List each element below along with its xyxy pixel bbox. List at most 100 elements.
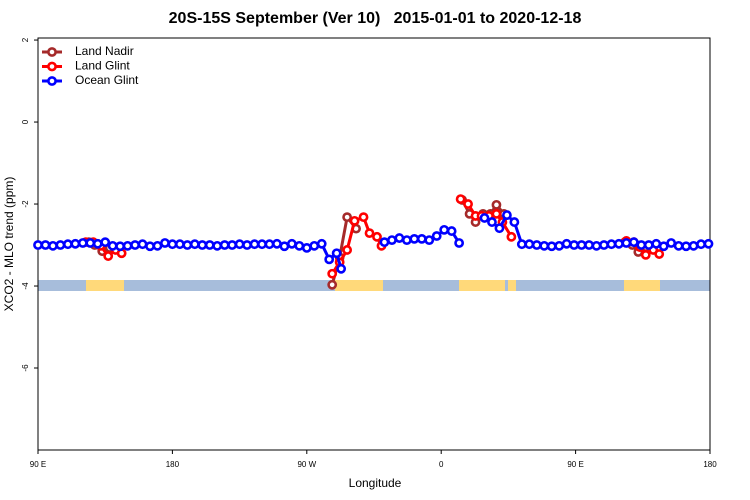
data-point bbox=[681, 241, 692, 252]
data-point bbox=[349, 215, 360, 226]
data-point bbox=[152, 240, 163, 251]
data-point bbox=[48, 240, 58, 251]
data-point bbox=[576, 240, 587, 250]
data-point bbox=[696, 239, 706, 250]
data-point bbox=[212, 240, 223, 251]
data-point bbox=[531, 240, 542, 250]
data-point bbox=[703, 238, 714, 249]
legend-label: Land Glint bbox=[75, 59, 130, 73]
data-point bbox=[107, 240, 118, 251]
data-point bbox=[219, 240, 230, 250]
data-point bbox=[301, 242, 312, 253]
data-point bbox=[394, 233, 405, 243]
data-point bbox=[100, 237, 111, 248]
data-point bbox=[174, 239, 185, 250]
legend-marker bbox=[47, 76, 57, 86]
legend-marker bbox=[47, 61, 57, 72]
data-point bbox=[387, 235, 397, 246]
land-band bbox=[508, 280, 516, 291]
data-point bbox=[502, 210, 512, 220]
data-point bbox=[257, 239, 267, 250]
data-point bbox=[358, 212, 369, 223]
data-point bbox=[92, 238, 103, 249]
data-point bbox=[122, 240, 133, 251]
data-point bbox=[643, 240, 654, 250]
data-point bbox=[327, 279, 338, 290]
land-band bbox=[624, 280, 660, 291]
data-point bbox=[327, 268, 338, 279]
data-point bbox=[446, 226, 457, 236]
data-point bbox=[479, 213, 490, 223]
data-point bbox=[279, 241, 290, 252]
data-point bbox=[364, 228, 375, 239]
data-point bbox=[409, 233, 420, 244]
data-point bbox=[227, 240, 238, 250]
data-point bbox=[115, 241, 126, 252]
data-point bbox=[55, 240, 66, 250]
legend-label: Ocean Glint bbox=[75, 73, 139, 87]
data-point bbox=[584, 240, 594, 250]
data-point bbox=[654, 249, 665, 259]
data-point bbox=[85, 238, 96, 248]
data-point bbox=[401, 235, 412, 246]
surface-mask bbox=[38, 280, 710, 291]
data-point bbox=[309, 240, 320, 251]
data-point bbox=[272, 238, 282, 249]
data-point bbox=[606, 239, 617, 250]
data-point bbox=[658, 241, 669, 252]
data-point bbox=[673, 240, 684, 251]
chart-title: 20S-15S September (Ver 10) 2015-01-01 to… bbox=[169, 10, 582, 27]
data-point bbox=[70, 238, 81, 249]
data-point bbox=[234, 239, 245, 250]
data-point bbox=[524, 239, 535, 250]
x-tick-label: 180 bbox=[703, 460, 717, 469]
data-point bbox=[546, 241, 557, 252]
data-point bbox=[561, 238, 572, 249]
data-point bbox=[62, 239, 73, 250]
land-band bbox=[86, 280, 124, 291]
data-point bbox=[372, 231, 382, 242]
data-point bbox=[494, 223, 505, 234]
data-point bbox=[621, 238, 632, 248]
data-point bbox=[103, 251, 114, 261]
data-point bbox=[454, 238, 465, 248]
data-point bbox=[264, 239, 275, 250]
data-point bbox=[182, 240, 193, 250]
y-tick-label: -2 bbox=[21, 200, 30, 208]
data-point bbox=[439, 224, 450, 235]
data-point bbox=[424, 235, 435, 246]
legend-marker bbox=[47, 47, 57, 57]
data-point bbox=[599, 240, 609, 250]
data-point bbox=[379, 237, 390, 248]
data-point bbox=[455, 194, 466, 205]
data-point bbox=[197, 240, 208, 250]
data-point bbox=[491, 208, 502, 219]
x-tick-label: 90 E bbox=[30, 460, 46, 469]
x-tick-label: 180 bbox=[166, 460, 180, 469]
data-point bbox=[324, 254, 335, 265]
data-point bbox=[294, 240, 305, 251]
data-point bbox=[167, 239, 178, 250]
data-point bbox=[145, 241, 155, 252]
data-point bbox=[416, 233, 427, 244]
data-point bbox=[491, 199, 502, 210]
data-point bbox=[539, 240, 550, 251]
data-point bbox=[331, 248, 342, 259]
data-point bbox=[688, 240, 699, 251]
y-tick-label: 2 bbox=[21, 37, 30, 42]
legend-label: Land Nadir bbox=[75, 44, 134, 58]
data-point bbox=[249, 239, 260, 250]
data-point bbox=[487, 217, 497, 227]
y-tick-label: -6 bbox=[21, 364, 30, 372]
data-point bbox=[591, 240, 602, 251]
data-point bbox=[342, 212, 353, 223]
data-point bbox=[516, 239, 527, 250]
data-point bbox=[342, 245, 353, 255]
data-point bbox=[431, 231, 442, 241]
data-point bbox=[651, 238, 662, 249]
data-point bbox=[160, 238, 170, 248]
x-axis-label: Longitude bbox=[349, 476, 402, 490]
data-point bbox=[189, 239, 200, 250]
x-tick-label: 90 E bbox=[567, 460, 583, 469]
